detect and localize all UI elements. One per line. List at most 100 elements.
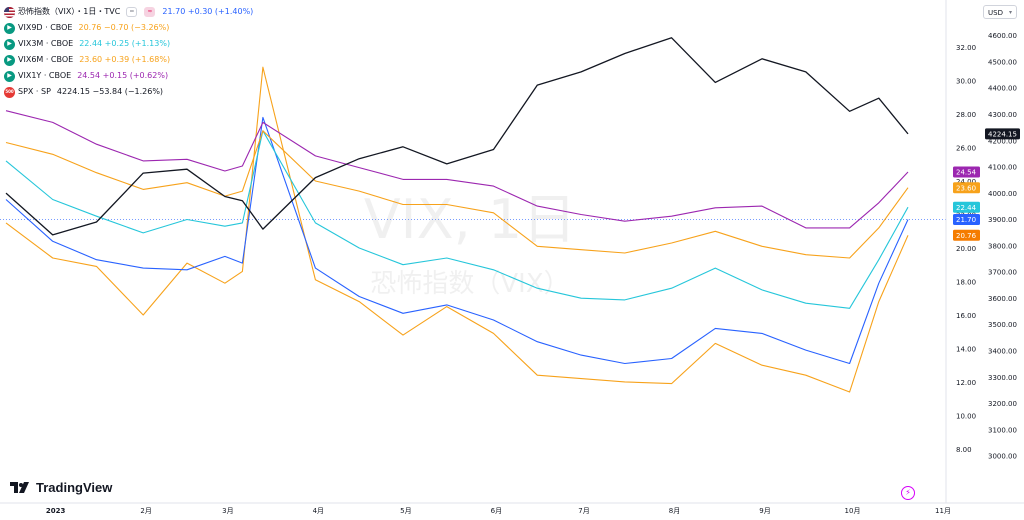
- currency-selector[interactable]: USD ▾: [983, 5, 1017, 19]
- green-play-icon: ▶: [4, 54, 15, 66]
- watermark-title: VIX, 1日: [364, 188, 577, 251]
- spx-axis-tick: 3000.00: [988, 453, 1017, 461]
- last-value-text: 21.70: [956, 216, 976, 224]
- time-axis-tick: 6月: [491, 507, 502, 515]
- series-line-vix6m[interactable]: [5, 130, 909, 259]
- last-value-text: 24.54: [956, 169, 977, 177]
- vix-axis-tick: 28.00: [956, 111, 976, 119]
- green-play-icon: ▶: [4, 22, 15, 34]
- spx-axis-tick: 3900.00: [988, 216, 1017, 224]
- last-value-badge: [953, 229, 980, 241]
- time-axis-tick: 10月: [845, 507, 861, 515]
- time-axis-tick: 4月: [313, 507, 324, 515]
- time-axis-tick: 11月: [935, 507, 951, 515]
- tradingview-mark-icon: [10, 482, 29, 493]
- vix-axis-tick: 14.00: [956, 345, 976, 353]
- last-value-badge: [953, 214, 980, 225]
- legend-row[interactable]: ▶ VIX6M · CBOE 23.60 +0.39 (+1.68%): [4, 52, 253, 68]
- vix-axis-tick: 18.00: [956, 279, 976, 287]
- series-line-vix[interactable]: [5, 116, 909, 365]
- last-value-label: 4224.15: [985, 128, 1020, 140]
- compare-toggle-button[interactable]: =: [126, 7, 138, 17]
- spx-axis-tick: 3200.00: [988, 400, 1017, 408]
- last-value-labels: 4224.15 24.54 23.60 22.44 21.70 20.76: [953, 128, 1020, 241]
- legend-series-name: VIX6M · CBOE: [18, 55, 74, 64]
- vix-axis-tick: 26.00: [956, 145, 976, 153]
- chevron-down-icon: ▾: [1008, 9, 1012, 16]
- spx-axis-tick: 3300.00: [988, 374, 1017, 382]
- legend-series-name: VIX9D · CBOE: [18, 23, 73, 32]
- legend-series-name: SPX · SP: [18, 87, 51, 96]
- time-axis-tick: 2023: [46, 507, 66, 515]
- time-axis-tick: 9月: [759, 507, 770, 515]
- legend-main-values: 21.70 +0.30 (+1.40%): [162, 7, 254, 16]
- legend-series-values: 22.44 +0.25 (+1.13%): [79, 39, 171, 48]
- chart-legend: 恐怖指数（VIX）・1日・TVC = ≈ 21.70 +0.30 (+1.40%…: [4, 4, 253, 100]
- time-axis-tick: 3月: [222, 507, 233, 515]
- legend-series-values: 4224.15 −53.84 (−1.26%): [56, 87, 164, 96]
- legend-series-values: 24.54 +0.15 (+0.62%): [77, 71, 169, 80]
- vix-axis-tick: 32.00: [956, 44, 976, 52]
- time-scale[interactable]: 2023 2月 3月 4月 5月 6月 7月 8月 9月 10月 11月: [46, 507, 951, 515]
- spx-axis-tick: 3400.00: [988, 348, 1017, 356]
- spx-axis-tick: 4300.00: [988, 111, 1017, 119]
- spx-axis-tick: 3700.00: [988, 269, 1017, 277]
- last-value-label: 22.44: [953, 201, 980, 213]
- series-line-vix3m[interactable]: [5, 130, 909, 309]
- spx-axis-tick: 4600.00: [988, 32, 1017, 40]
- vix-axis-tick: 16.00: [956, 312, 976, 320]
- last-value-label: 21.70: [953, 214, 980, 225]
- time-axis-tick: 5月: [400, 507, 411, 515]
- tradingview-logo[interactable]: TradingView: [10, 480, 112, 495]
- legend-row[interactable]: ▶ VIX9D · CBOE 20.76 −0.70 (−3.26%): [4, 20, 253, 36]
- last-value-text: 23.60: [956, 184, 976, 192]
- symbol-watermark: VIX, 1日 恐怖指数（VIX）: [364, 188, 577, 299]
- spx-axis-tick: 3100.00: [988, 426, 1017, 434]
- last-value-badge: [985, 128, 1020, 140]
- last-value-badge: [953, 166, 980, 178]
- time-axis-tick: 7月: [578, 507, 589, 515]
- legend-row-vix[interactable]: 恐怖指数（VIX）・1日・TVC = ≈ 21.70 +0.30 (+1.40%…: [4, 4, 253, 20]
- legend-row[interactable]: 500 SPX · SP 4224.15 −53.84 (−1.26%): [4, 84, 253, 100]
- time-axis-tick: 8月: [669, 507, 680, 515]
- currency-label: USD: [988, 9, 1003, 17]
- vix-axis-tick: 20.00: [956, 245, 976, 253]
- last-value-text: 20.76: [956, 232, 977, 240]
- legend-row[interactable]: ▶ VIX1Y · CBOE 24.54 +0.15 (+0.62%): [4, 68, 253, 84]
- series-line-spx[interactable]: [5, 37, 909, 236]
- vix-axis-tick: 8.00: [956, 446, 972, 454]
- approx-toggle-button[interactable]: ≈: [144, 7, 156, 17]
- green-play-icon: ▶: [4, 70, 15, 82]
- series-line-vix1y[interactable]: [5, 110, 909, 229]
- lightning-icon[interactable]: ⚡: [901, 486, 915, 500]
- vix-axis-tick: 30.00: [956, 78, 976, 86]
- last-value-label: 23.60: [953, 182, 980, 194]
- last-value-badge: [953, 182, 980, 194]
- series-line-vix9d[interactable]: [5, 66, 909, 393]
- legend-series-name: VIX1Y · CBOE: [18, 71, 72, 80]
- last-value-text: 4224.15: [988, 131, 1017, 139]
- vix-axis-tick: 10.00: [956, 412, 976, 420]
- green-play-icon: ▶: [4, 38, 15, 50]
- last-value-badge: [953, 201, 980, 213]
- legend-series-values: 23.60 +0.39 (+1.68%): [79, 55, 171, 64]
- spx-axis-tick: 3800.00: [988, 242, 1017, 250]
- legend-row[interactable]: ▶ VIX3M · CBOE 22.44 +0.25 (+1.13%): [4, 36, 253, 52]
- brand-name: TradingView: [36, 480, 113, 495]
- spx-axis-tick: 4500.00: [988, 58, 1017, 66]
- spx-axis-tick: 4000.00: [988, 190, 1017, 198]
- legend-main-name: 恐怖指数（VIX）・1日・TVC: [18, 7, 121, 16]
- last-value-text: 22.44: [956, 204, 977, 212]
- vix-axis-tick: 24.00: [956, 178, 976, 186]
- legend-series-values: 20.76 −0.70 (−3.26%): [78, 23, 170, 32]
- vix-price-scale[interactable]: 8.0010.0012.0014.0016.0018.0020.0022.002…: [956, 44, 976, 454]
- watermark-subtitle: 恐怖指数（VIX）: [370, 269, 569, 299]
- legend-series-name: VIX3M · CBOE: [18, 39, 74, 48]
- spx-price-scale[interactable]: 3000.00 3100.00 3200.00 3300.00 3400.00 3500.…: [988, 32, 1017, 461]
- sp500-badge-icon: 500: [4, 86, 15, 98]
- last-value-label: 24.54: [953, 166, 980, 178]
- spx-axis-tick: 4100.00: [988, 164, 1017, 172]
- time-axis-tick: 2月: [140, 507, 151, 515]
- series-layer: [5, 37, 909, 393]
